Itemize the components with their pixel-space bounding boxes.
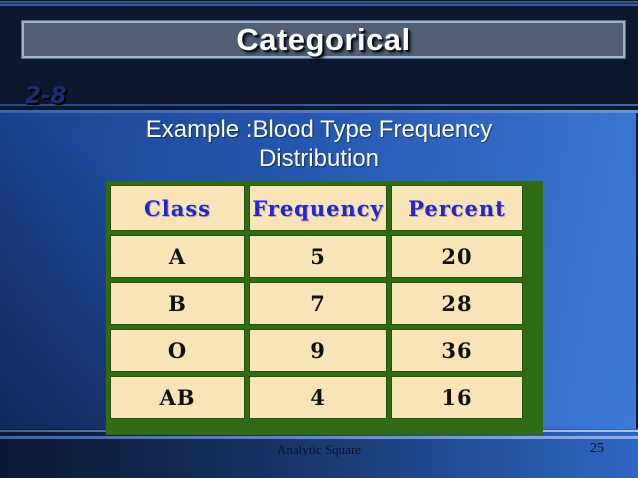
cell-percent: 16: [391, 376, 523, 419]
table-header-row: Class Frequency Percent: [110, 185, 523, 231]
cell-frequency: 5: [249, 235, 387, 278]
divider-line-upper: [0, 104, 638, 106]
footer-label: Analytic Square: [276, 442, 362, 457]
page-number: 25: [590, 441, 604, 456]
table-row: O 9 36: [110, 329, 523, 372]
cell-class: AB: [110, 376, 245, 419]
subtitle-line-2: Distribution: [258, 145, 380, 172]
cell-class: A: [110, 235, 245, 278]
table-row: AB 4 16: [110, 376, 523, 419]
title-box: Categorical: [22, 21, 625, 58]
divider-line-lower-bright: [0, 436, 638, 439]
cell-percent: 36: [391, 329, 523, 372]
slide-title: Categorical: [236, 21, 411, 57]
table-row: B 7 28: [110, 282, 523, 325]
header-cell-frequency: Frequency: [249, 185, 387, 231]
divider-line-upper-bright: [0, 110, 638, 113]
header-cell-class: Class: [110, 185, 245, 231]
subtitle-line-1: Example :Blood Type Frequency: [145, 116, 493, 143]
header-cell-percent: Percent: [391, 185, 523, 231]
cell-class: B: [110, 282, 245, 325]
panel-right-edge: [636, 113, 638, 429]
top-pinstripe-band: [0, 0, 638, 8]
cell-percent: 28: [391, 282, 523, 325]
cell-percent: 20: [391, 235, 523, 278]
frequency-table: Class Frequency Percent A 5 20 B 7 28 O …: [106, 181, 527, 423]
cell-frequency: 9: [249, 329, 387, 372]
slide-subtitle: Example :Blood Type Frequency Distributi…: [0, 115, 638, 173]
cell-class: O: [110, 329, 245, 372]
cell-frequency: 7: [249, 282, 387, 325]
table-row: A 5 20: [110, 235, 523, 278]
section-badge: 2-8: [25, 83, 67, 109]
frequency-table-frame: Class Frequency Percent A 5 20 B 7 28 O …: [106, 181, 543, 435]
cell-frequency: 4: [249, 376, 387, 419]
